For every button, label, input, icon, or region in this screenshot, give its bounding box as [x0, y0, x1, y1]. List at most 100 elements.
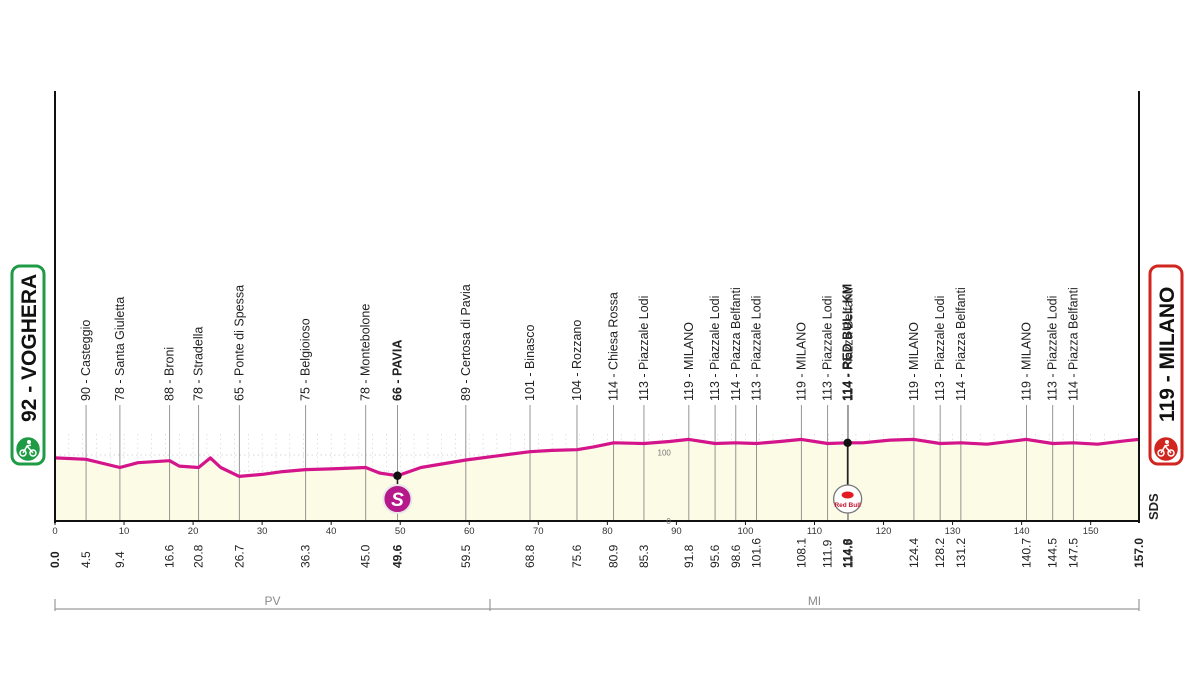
redbull-icon-text: Red Bull — [834, 502, 861, 509]
waypoint-km-label: 26.7 — [232, 544, 246, 568]
x-tick-label: 20 — [188, 526, 199, 537]
redbull-dot — [843, 438, 852, 448]
x-tick-label: 150 — [1083, 526, 1099, 537]
waypoint-label: 113 - Piazzale Lodi — [750, 296, 764, 401]
sds-logo: SDS — [1146, 493, 1161, 520]
x-tick-label: 110 — [807, 526, 822, 537]
cyclist-wheel — [1167, 449, 1175, 457]
sds-logo-text: SDS — [1146, 493, 1161, 520]
start-label: 92 - VOGHERA — [18, 274, 41, 422]
x-tick-label: 0 — [52, 526, 57, 537]
waypoint-label: 114 - Chiesa Rossa — [607, 292, 621, 401]
profile-area-fill — [55, 439, 1139, 521]
waypoint-km-label: 131.2 — [954, 538, 968, 568]
waypoint-label: 114 - Piazza Belfanti — [841, 287, 855, 401]
special-markers: S Red Bull — [382, 438, 863, 514]
waypoint-label: 119 - MILANO — [1020, 322, 1034, 401]
province-label-MI: MI — [808, 594, 821, 608]
waypoint-km-label: 4.5 — [79, 551, 93, 568]
waypoint-km-label: 147.5 — [1066, 538, 1080, 568]
x-tick-labels: 0 10 20 30 40 50 60 70 80 90 100 110 120 130 140 150 — [52, 521, 1099, 537]
waypoint-label: 119 - MILANO — [794, 322, 808, 401]
waypoint-label: 104 - Rozzano — [570, 320, 584, 401]
waypoint-km-label: 9.4 — [113, 551, 127, 568]
waypoint-label: 119 - MILANO — [682, 322, 696, 401]
x-tick-label: 80 — [602, 526, 613, 537]
sprint-icon-letter: S — [391, 490, 404, 511]
axes-layer — [54, 91, 1140, 523]
waypoint-labels: 90 - Casteggio 78 - Santa Giuletta 88 - Br… — [79, 284, 1080, 401]
finish-km-label: 157.0 — [1132, 538, 1146, 568]
waypoint-label: 113 - Piazzale Lodi — [708, 296, 722, 401]
waypoint-km-label: 75.6 — [570, 544, 584, 568]
start-badge: 92 - VOGHERA — [10, 264, 46, 466]
waypoint-label: 101 - Binasco — [523, 325, 537, 401]
waypoint-km-label: 95.6 — [708, 544, 722, 568]
cyclist-wheel — [19, 449, 27, 457]
waypoint-label: 78 - Santa Giuletta — [113, 297, 127, 401]
waypoint-label: 114 - Piazza Belfanti — [954, 287, 968, 401]
cyclist-wheel — [1157, 449, 1165, 457]
waypoint-label: 119 - MILANO — [907, 322, 921, 401]
province-bar: PV MI — [54, 594, 1140, 611]
province-label-PV: PV — [264, 594, 280, 608]
finish-badge-frame — [1148, 264, 1184, 466]
waypoint-km-label: 124.4 — [907, 538, 921, 568]
start-km-label: 0.0 — [48, 551, 62, 568]
waypoint-km-labels: 0.0 4.5 9.4 16.6 20.8 26.7 36.3 45.0 49.6 59.5 68.… — [48, 538, 1146, 568]
x-tick-label: 100 — [738, 526, 754, 537]
waypoint-label: 66 - PAVIA — [391, 340, 405, 401]
profile-line — [54, 437, 1140, 478]
redbull-sun — [841, 491, 854, 499]
x-tick-label: 70 — [533, 526, 544, 537]
cyclist-frame — [1160, 444, 1172, 454]
cyclist-wheel — [29, 449, 37, 457]
sprint-dot — [393, 471, 402, 480]
waypoint-km-label: 144.5 — [1046, 538, 1060, 568]
waypoint-km-label: 91.8 — [682, 544, 696, 568]
x-tick-label: 90 — [671, 526, 682, 537]
waypoint-km-label: 101.6 — [750, 538, 764, 568]
waypoint-km-label: 111.9 — [821, 539, 835, 568]
waypoint-km-label: 128.2 — [933, 538, 947, 568]
waypoint-label: 88 - Broni — [163, 347, 177, 401]
waypoint-label: 78 - Stradella — [192, 327, 206, 401]
waypoint-label: 75 - Belgioioso — [299, 318, 313, 401]
waypoint-km-label: 140.7 — [1020, 538, 1034, 568]
green-cyclist-icon — [14, 435, 42, 463]
waypoint-label: 90 - Casteggio — [79, 320, 93, 401]
x-tick-label: 40 — [326, 526, 337, 537]
finish-label: 119 - MILANO — [1156, 287, 1179, 422]
cyclist-head — [1165, 440, 1169, 444]
waypoint-km-label: 68.8 — [523, 544, 537, 568]
waypoint-label: 65 - Ponte di Spessa — [232, 285, 246, 401]
cyclist-frame — [22, 444, 34, 454]
waypoint-km-label: 108.1 — [794, 538, 808, 568]
red-bull-km-icon — [832, 484, 863, 514]
waypoint-km-label: 59.5 — [459, 544, 473, 568]
intermediate-sprint-icon — [382, 484, 413, 514]
x-tick-label: 140 — [1014, 526, 1030, 537]
waypoint-label: 113 - Piazzale Lodi — [1046, 296, 1060, 401]
waypoint-km-label: 16.6 — [163, 544, 177, 568]
x-tick-label: 10 — [119, 526, 130, 537]
waypoint-km-label: 80.9 — [607, 544, 621, 568]
waypoint-km-label: 45.0 — [359, 544, 373, 568]
waypoint-label: 114 - Piazza Belfanti — [729, 287, 743, 401]
y-tick-label: 100 — [658, 448, 672, 457]
x-tick-label: 60 — [464, 526, 475, 537]
cyclist-head — [27, 440, 31, 444]
waypoint-km-label: 114.9 — [841, 539, 855, 568]
waypoint-label: 114 - RED BULL KM — [841, 284, 855, 401]
waypoint-km-label: 49.6 — [391, 544, 405, 568]
waypoint-km-label: 98.6 — [729, 544, 743, 568]
waypoint-lines — [85, 405, 1074, 521]
waypoint-label: 89 - Certosa di Pavia — [459, 284, 473, 401]
finish-badge: 119 - MILANO — [1148, 264, 1184, 466]
waypoint-label: 78 - Montebolone — [359, 304, 373, 401]
waypoint-km-label: 20.8 — [192, 544, 206, 568]
x-tick-label: 120 — [876, 526, 892, 537]
waypoint-km-label: 85.3 — [637, 544, 651, 568]
